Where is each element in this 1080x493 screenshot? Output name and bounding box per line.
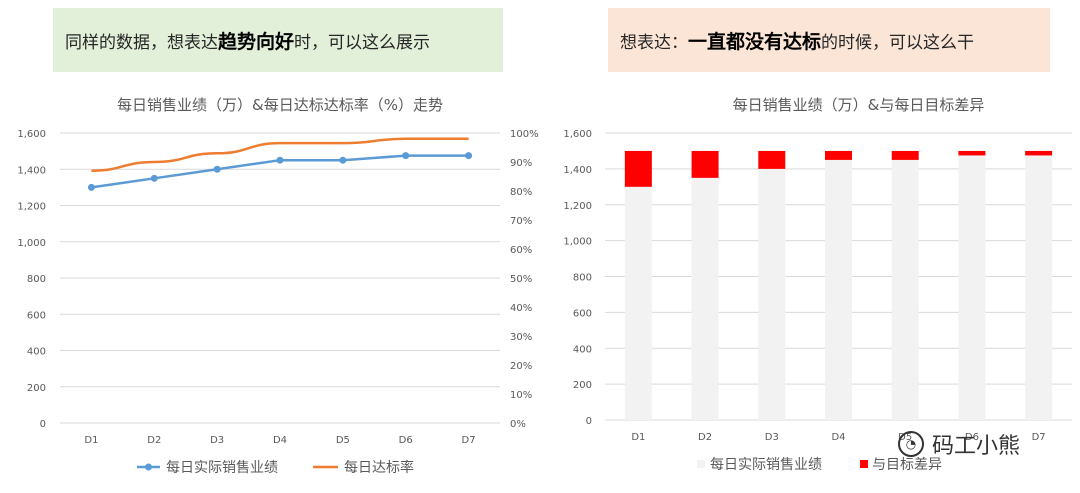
bar-gap-to-target [758,150,786,169]
x-tick-label: D1 [631,432,645,443]
y-tick-label: 200 [27,383,46,394]
watermark: ◔ 码工小熊 [898,424,1058,464]
banner-left: 同样的数据，想表达 趋势向好 时，可以这么展示 [53,8,503,72]
watermark-text: 码工小熊 [932,434,1021,459]
banner-right-emphasis: 一直都没有达标 [688,30,822,53]
y-tick-label: 400 [573,344,592,355]
y-tick-label: 800 [573,273,592,284]
bar-gap-to-target [624,150,652,187]
y-tick-label: 1,000 [563,237,592,248]
banner-left-emphasis: 趋势向好 [218,30,295,53]
sales-point [87,183,95,191]
bar-gap-to-target [825,150,852,160]
x-tick-label: D2 [698,432,712,443]
banner-right: 想表达： 一直都没有达标 的时候，可以这么干 [608,8,1050,72]
y2-tick-label: 100% [510,129,539,140]
series-line-achievement-rate [91,137,469,172]
y2-tick-label: 20% [510,361,532,372]
bar-actual-sales [891,159,919,420]
legend-swatch-gap [860,460,868,468]
y-tick-label: 800 [27,274,46,285]
y-tick-label: 600 [27,310,46,321]
legend-marker-sales [145,463,152,471]
y-tick-label: 200 [573,380,592,391]
y2-tick-label: 10% [510,390,532,401]
bar-actual-sales [758,168,786,420]
bar-actual-sales [624,186,652,420]
bar-gap-to-target [891,150,919,160]
chart-title: 每日销售业绩（万）&与每日目标差异 [733,96,985,114]
sales-point [276,156,284,164]
bar-gap-to-target [958,150,986,156]
y-tick-label: 1,000 [17,238,46,249]
y-tick-label: 1,200 [17,202,46,213]
x-tick-label: D2 [147,435,161,446]
bar-actual-sales [691,177,719,420]
x-tick-label: D7 [1032,432,1046,443]
y-tick-label: 1,600 [563,129,592,140]
y2-tick-label: 50% [510,274,532,285]
y-tick-label: 600 [573,308,592,319]
legend-swatch-sales [697,460,705,468]
sales-point [150,174,158,182]
y2-tick-label: 70% [510,216,532,227]
y-tick-label: 0 [40,419,46,430]
banner-left-prefix: 同样的数据，想表达 [65,32,218,53]
banner-right-suffix: 的时候，可以这么干 [821,32,975,53]
sales-point [402,152,410,160]
x-tick-label: D3 [210,435,224,446]
y2-tick-label: 80% [510,187,532,198]
stacked-bar-chart: 每日销售业绩（万）&与每日目标差异 0 200 400 600 800 1,000 1,200… [563,96,1072,473]
x-tick-label: D5 [336,435,350,446]
legend-label-sales: 每日实际销售业绩 [710,457,822,473]
y-tick-label: 1,400 [563,165,592,176]
sales-point [339,156,347,164]
banner-right-prefix: 想表达： [620,32,688,53]
y-tick-label: 1,200 [563,201,592,212]
x-tick-label: D3 [765,432,779,443]
y2-tick-label: 90% [510,158,532,169]
y2-tick-label: 30% [510,332,532,343]
y-tick-label: 1,400 [17,165,46,176]
y2-tick-label: 40% [510,303,532,314]
bar-gap-to-target [1025,150,1053,156]
line-chart: 每日销售业绩（万）&每日达标达标率（%）走势 0 200 400 600 800 1,000… [17,96,539,476]
sales-point [465,152,473,160]
wechat-icon: ◔ [898,431,924,457]
x-tick-label: D6 [965,432,979,443]
x-tick-label: D6 [399,435,413,446]
bar-gap-to-target [691,150,719,178]
legend-label-gap: 与目标差异 [872,457,942,473]
bar-actual-sales [825,159,852,420]
x-tick-label: D4 [273,435,287,446]
x-tick-label: D7 [462,435,476,446]
x-tick-label: D1 [84,435,98,446]
banner-left-suffix: 时，可以这么展示 [294,32,431,53]
bar-actual-sales [1025,155,1053,420]
y-tick-label: 0 [586,416,592,427]
y-tick-label: 400 [27,347,46,358]
legend-label-sales: 每日实际销售业绩 [166,460,278,476]
y2-tick-label: 60% [510,245,532,256]
chart-title: 每日销售业绩（万）&每日达标达标率（%）走势 [117,96,443,114]
y-tick-label: 1,600 [17,129,46,140]
x-tick-label: D4 [831,432,845,443]
y2-tick-label: 0% [510,419,526,430]
legend-label-rate: 每日达标率 [344,459,414,476]
bar-actual-sales [958,155,986,420]
sales-point [213,165,221,173]
